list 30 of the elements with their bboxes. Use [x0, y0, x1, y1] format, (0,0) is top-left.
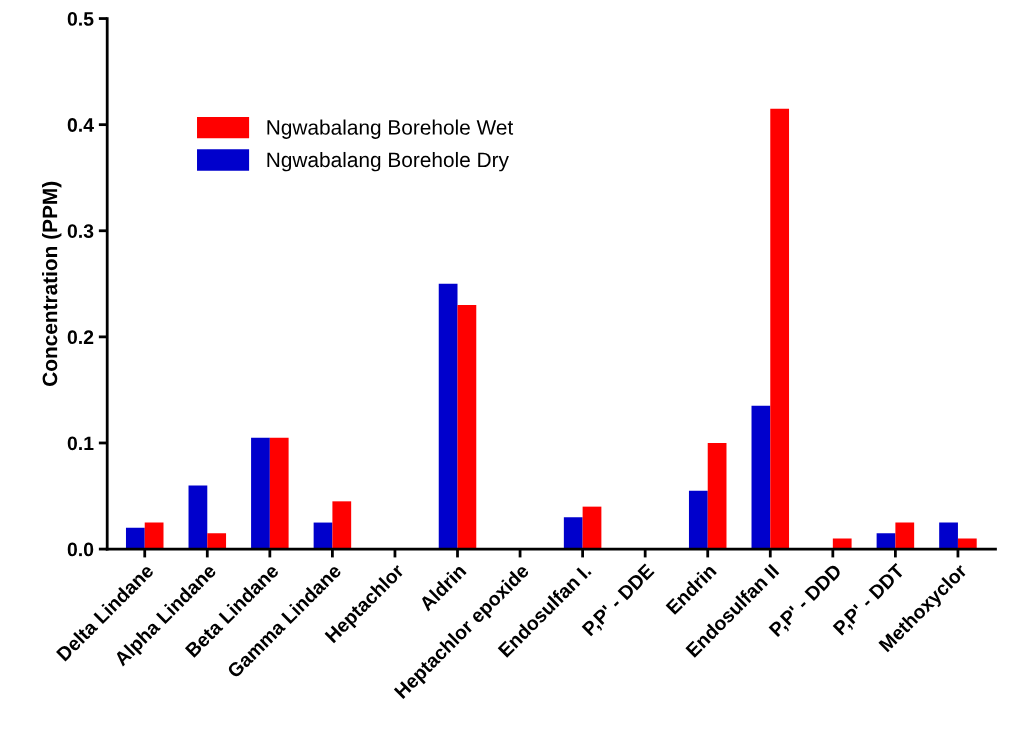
y-tick-label: 0.2 — [67, 330, 94, 345]
bar — [939, 522, 958, 550]
bar — [125, 527, 145, 550]
bar — [438, 283, 458, 550]
y-axis-title: Concentration (PPM) — [42, 181, 62, 386]
bar — [895, 522, 915, 550]
bar — [688, 490, 708, 550]
bar — [332, 501, 352, 550]
bar — [832, 538, 852, 550]
bar — [707, 442, 727, 550]
legend-label: Ngwabalang Borehole Wet — [267, 119, 514, 139]
bar — [188, 485, 208, 550]
bar — [207, 533, 227, 550]
y-tick-label: 0.1 — [67, 436, 94, 451]
bar — [269, 437, 289, 550]
bar — [313, 522, 333, 550]
bar — [876, 533, 896, 550]
bar — [251, 437, 270, 550]
bar — [751, 405, 771, 550]
bar — [144, 522, 164, 550]
bar — [582, 506, 602, 550]
bar — [563, 517, 583, 550]
legend-label: Ngwabalang Borehole Dry — [267, 151, 509, 172]
bar — [457, 305, 477, 550]
y-tick-label: 0.0 — [67, 542, 94, 557]
y-tick-label: 0.3 — [67, 224, 94, 239]
bar — [770, 108, 790, 550]
y-tick-label: 0.4 — [67, 118, 94, 132]
y-tick-label: 0.5 — [67, 12, 94, 26]
bar — [957, 538, 977, 550]
